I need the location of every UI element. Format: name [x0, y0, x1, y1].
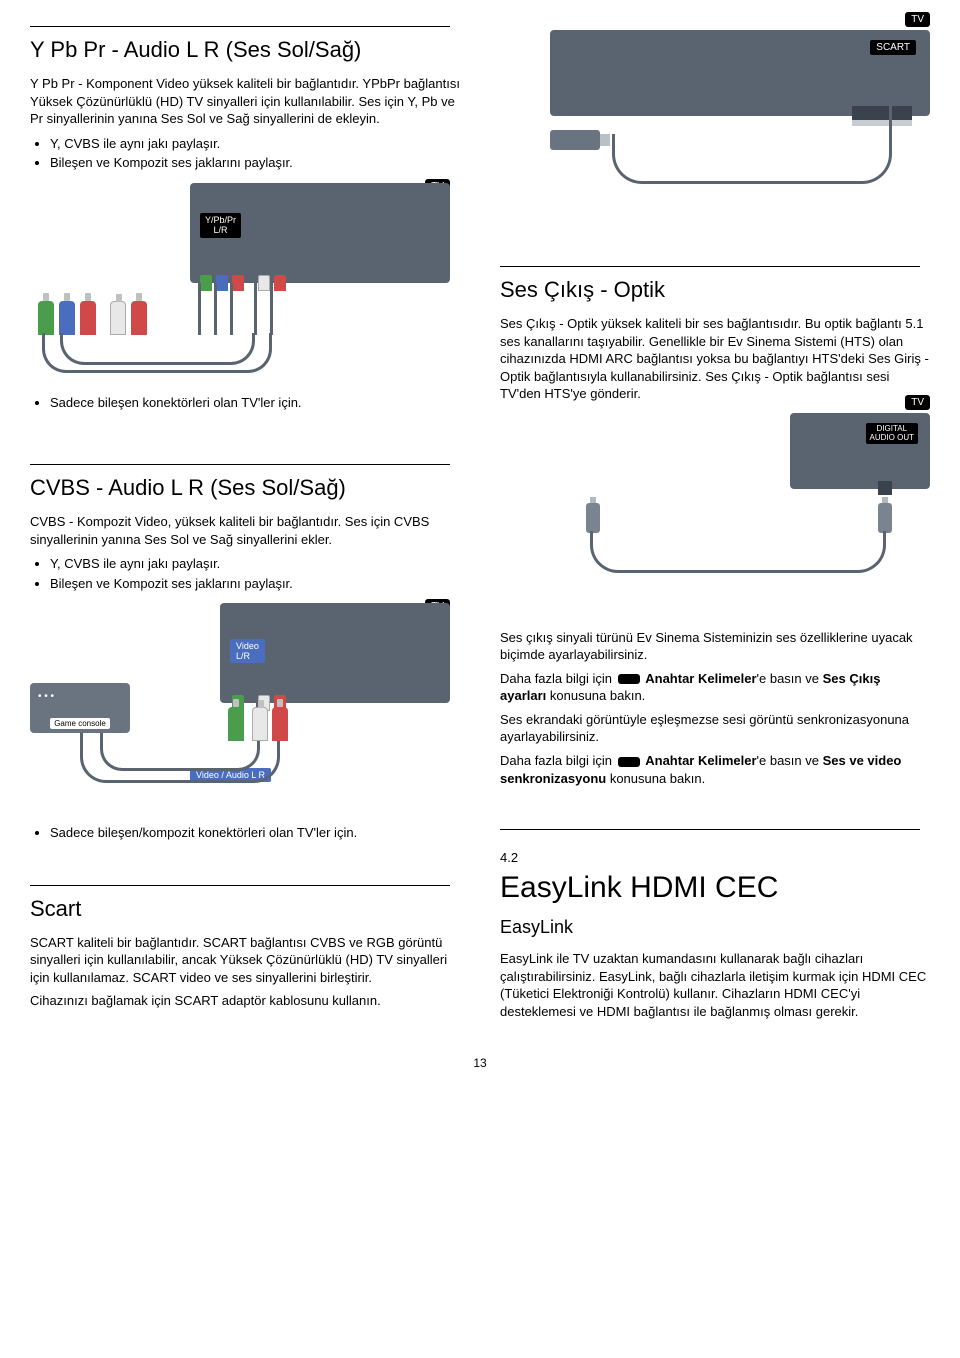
tv-body: Video L/R [220, 603, 450, 703]
text: konusuna bakın. [606, 771, 705, 786]
jacks [200, 275, 286, 291]
port-label: DIGITAL AUDIO OUT [866, 423, 918, 445]
text: Daha fazla bilgi için [500, 671, 616, 686]
key-icon [618, 757, 640, 767]
audio-sync-p2a: Ses ekrandaki görüntüyle eşleşmezse sesi… [500, 711, 930, 746]
scart-port [852, 106, 912, 126]
divider [30, 26, 450, 27]
audio-settings-p1: Ses çıkış sinyali türünü Ev Sinema Siste… [500, 629, 930, 664]
ypbpr-note-list: Sadece bileşen konektörleri olan TV'ler … [50, 393, 460, 413]
list-item: Y, CVBS ile aynı jakı paylaşır. [50, 134, 460, 154]
cable [612, 134, 892, 184]
video-lr-chip: Video L/R [230, 639, 265, 663]
ypbpr-desc: Y Pb Pr - Komponent Video yüksek kalitel… [30, 75, 460, 128]
optical-diagram: TV DIGITAL AUDIO OUT [550, 413, 930, 583]
optical-plug-icon [878, 503, 892, 533]
section-number: 4.2 [500, 850, 930, 865]
ypbpr-diagram: TV Y/Pb/Pr L/R [30, 183, 450, 383]
audio-settings-p1b: Daha fazla bilgi için Anahtar Kelimeler'… [500, 670, 930, 705]
cable [590, 531, 886, 573]
list-item: Bileşen ve Kompozit ses jaklarını paylaş… [50, 574, 460, 594]
cvbs-title: CVBS - Audio L R (Ses Sol/Sağ) [30, 475, 460, 501]
page-number: 13 [30, 1056, 930, 1070]
key-icon [618, 674, 640, 684]
text: Daha fazla bilgi için [500, 753, 616, 768]
scart-plug-icon [550, 125, 620, 155]
game-console-icon: Game console • • • [30, 683, 130, 733]
cable [60, 333, 255, 365]
scart-p1: SCART kaliteli bir bağlantıdır. SCART ba… [30, 934, 460, 987]
text: konusuna bakın. [546, 688, 645, 703]
console-label: Game console [50, 718, 110, 729]
keyword-link: Anahtar Kelimeler [645, 753, 756, 768]
cvbs-note-list: Sadece bileşen/kompozit konektörleri ola… [50, 823, 460, 843]
divider [30, 464, 450, 465]
right-column: TV SCART Ses Çıkış - Optik Ses Çıkış - O… [500, 20, 930, 1026]
keyword-link: Anahtar Kelimeler [645, 671, 756, 686]
tv-body: Y/Pb/Pr L/R [190, 183, 450, 283]
scart-title: Scart [30, 896, 460, 922]
cvbs-list: Y, CVBS ile aynı jakı paylaşır. Bileşen … [50, 554, 460, 593]
optical-port [878, 481, 892, 495]
optical-title: Ses Çıkış - Optik [500, 277, 930, 303]
tv-body: DIGITAL AUDIO OUT [790, 413, 930, 489]
cvbs-desc: CVBS - Kompozit Video, yüksek kaliteli b… [30, 513, 460, 548]
easylink-desc: EasyLink ile TV uzaktan kumandasını kull… [500, 950, 930, 1020]
easylink-subtitle: EasyLink [500, 917, 930, 938]
divider [30, 885, 450, 886]
tv-badge: TV [905, 395, 930, 410]
scart-label: SCART [870, 40, 916, 55]
optical-desc: Ses Çıkış - Optik yüksek kaliteli bir se… [500, 315, 930, 403]
text: 'e basın ve [757, 671, 823, 686]
easylink-title: EasyLink HDMI CEC [500, 871, 930, 905]
text: 'e basın ve [757, 753, 823, 768]
divider [500, 829, 920, 830]
ypbpr-list: Y, CVBS ile aynı jakı paylaşır. Bileşen … [50, 134, 460, 173]
left-column: Y Pb Pr - Audio L R (Ses Sol/Sağ) Y Pb P… [30, 20, 460, 1026]
optical-plug-icon [586, 503, 600, 533]
plugs [38, 301, 147, 335]
list-item: Sadece bileşen/kompozit konektörleri ola… [50, 823, 460, 843]
tv-badge: TV [905, 12, 930, 27]
ypbpr-title: Y Pb Pr - Audio L R (Ses Sol/Sağ) [30, 37, 460, 63]
list-item: Y, CVBS ile aynı jakı paylaşır. [50, 554, 460, 574]
scart-diagram: TV SCART [550, 30, 930, 190]
divider [500, 266, 920, 267]
tv-body: SCART [550, 30, 930, 116]
port-label: Y/Pb/Pr L/R [200, 213, 241, 239]
audio-sync-p2b: Daha fazla bilgi için Anahtar Kelimeler'… [500, 752, 930, 787]
cvbs-diagram: TV Video L/R Game console • • • Video / … [30, 603, 450, 813]
scart-p2: Cihazınızı bağlamak için SCART adaptör k… [30, 992, 460, 1010]
list-item: Sadece bileşen konektörleri olan TV'ler … [50, 393, 460, 413]
list-item: Bileşen ve Kompozit ses jaklarını paylaş… [50, 153, 460, 173]
